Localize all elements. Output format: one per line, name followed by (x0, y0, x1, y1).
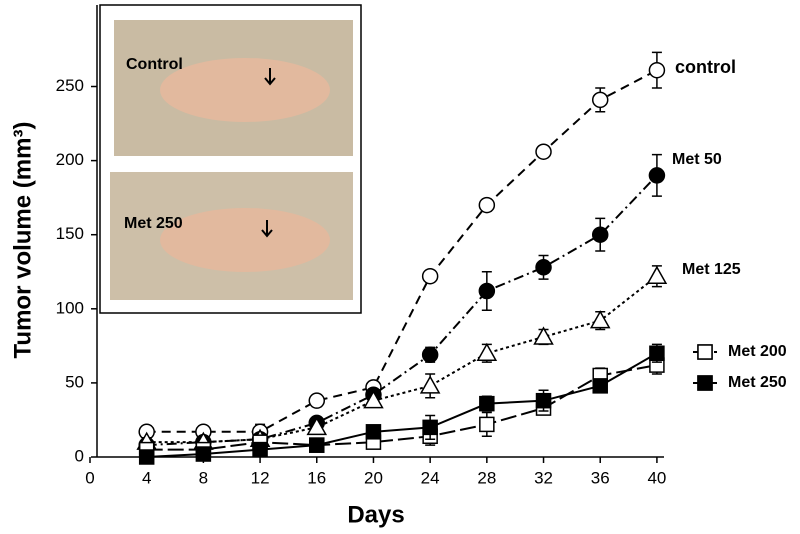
series-label: Met 125 (682, 261, 741, 278)
x-tick-label: 8 (199, 468, 208, 487)
data-point (478, 282, 496, 300)
series-line (146, 364, 658, 451)
data-point (535, 259, 552, 276)
data-point (363, 390, 384, 409)
series-line (146, 275, 658, 444)
data-point (648, 167, 666, 184)
legend-marker (697, 375, 713, 391)
x-tick-label: 36 (591, 468, 610, 487)
mouse (160, 58, 330, 122)
data-point (476, 342, 498, 362)
inset-label: Control (126, 56, 183, 73)
data-point (306, 416, 328, 436)
data-point (646, 265, 668, 284)
data-point (365, 424, 382, 440)
data-point (478, 196, 496, 214)
data-point (138, 449, 155, 465)
x-tick-label: 0 (85, 468, 94, 487)
x-axis-title: Days (347, 501, 404, 528)
mouse (160, 208, 330, 272)
data-point (309, 437, 325, 453)
x-tick-label: 12 (251, 468, 270, 487)
data-point (479, 395, 495, 412)
y-tick-label: 0 (75, 446, 84, 465)
data-point (535, 392, 552, 409)
arrow (261, 68, 276, 238)
data-point (195, 446, 212, 462)
series-label: Met 50 (672, 151, 722, 168)
data-point (421, 267, 439, 285)
y-axis-title: Tumor volume (mm³) (9, 122, 36, 359)
y-tick-label: 50 (65, 372, 84, 391)
series-label: control (675, 57, 736, 77)
x-tick-label: 20 (364, 468, 383, 487)
series-line (146, 352, 658, 458)
x-tick-label: 24 (421, 468, 440, 487)
x-tick-label: 40 (647, 468, 666, 487)
data-point (252, 441, 268, 458)
x-tick-label: 4 (142, 468, 151, 487)
data-point (591, 226, 609, 243)
data-point (419, 375, 441, 394)
data-point (648, 61, 666, 79)
x-tick-label: 32 (534, 468, 553, 487)
legend-label: Met 200 (728, 343, 787, 360)
inset: Control Met 250 (99, 4, 362, 314)
data-point (591, 91, 609, 109)
y-tick-label: 150 (56, 224, 84, 243)
data-point (592, 378, 608, 394)
data-point (649, 345, 665, 362)
legend-marker (697, 344, 713, 360)
x-tick-label: 16 (307, 468, 326, 487)
y-tick-label: 200 (56, 150, 84, 169)
data-point (308, 392, 326, 409)
data-point (535, 143, 552, 160)
data-point (421, 346, 439, 363)
y-tick-label: 250 (56, 76, 84, 95)
y-tick-label: 100 (56, 298, 84, 317)
x-tick-label: 28 (477, 468, 496, 487)
inset-label: Met 250 (124, 215, 183, 232)
data-point (589, 310, 611, 329)
data-point (422, 419, 438, 436)
data-point (479, 416, 495, 433)
data-point (533, 326, 554, 345)
legend-label: Met 250 (728, 374, 787, 391)
